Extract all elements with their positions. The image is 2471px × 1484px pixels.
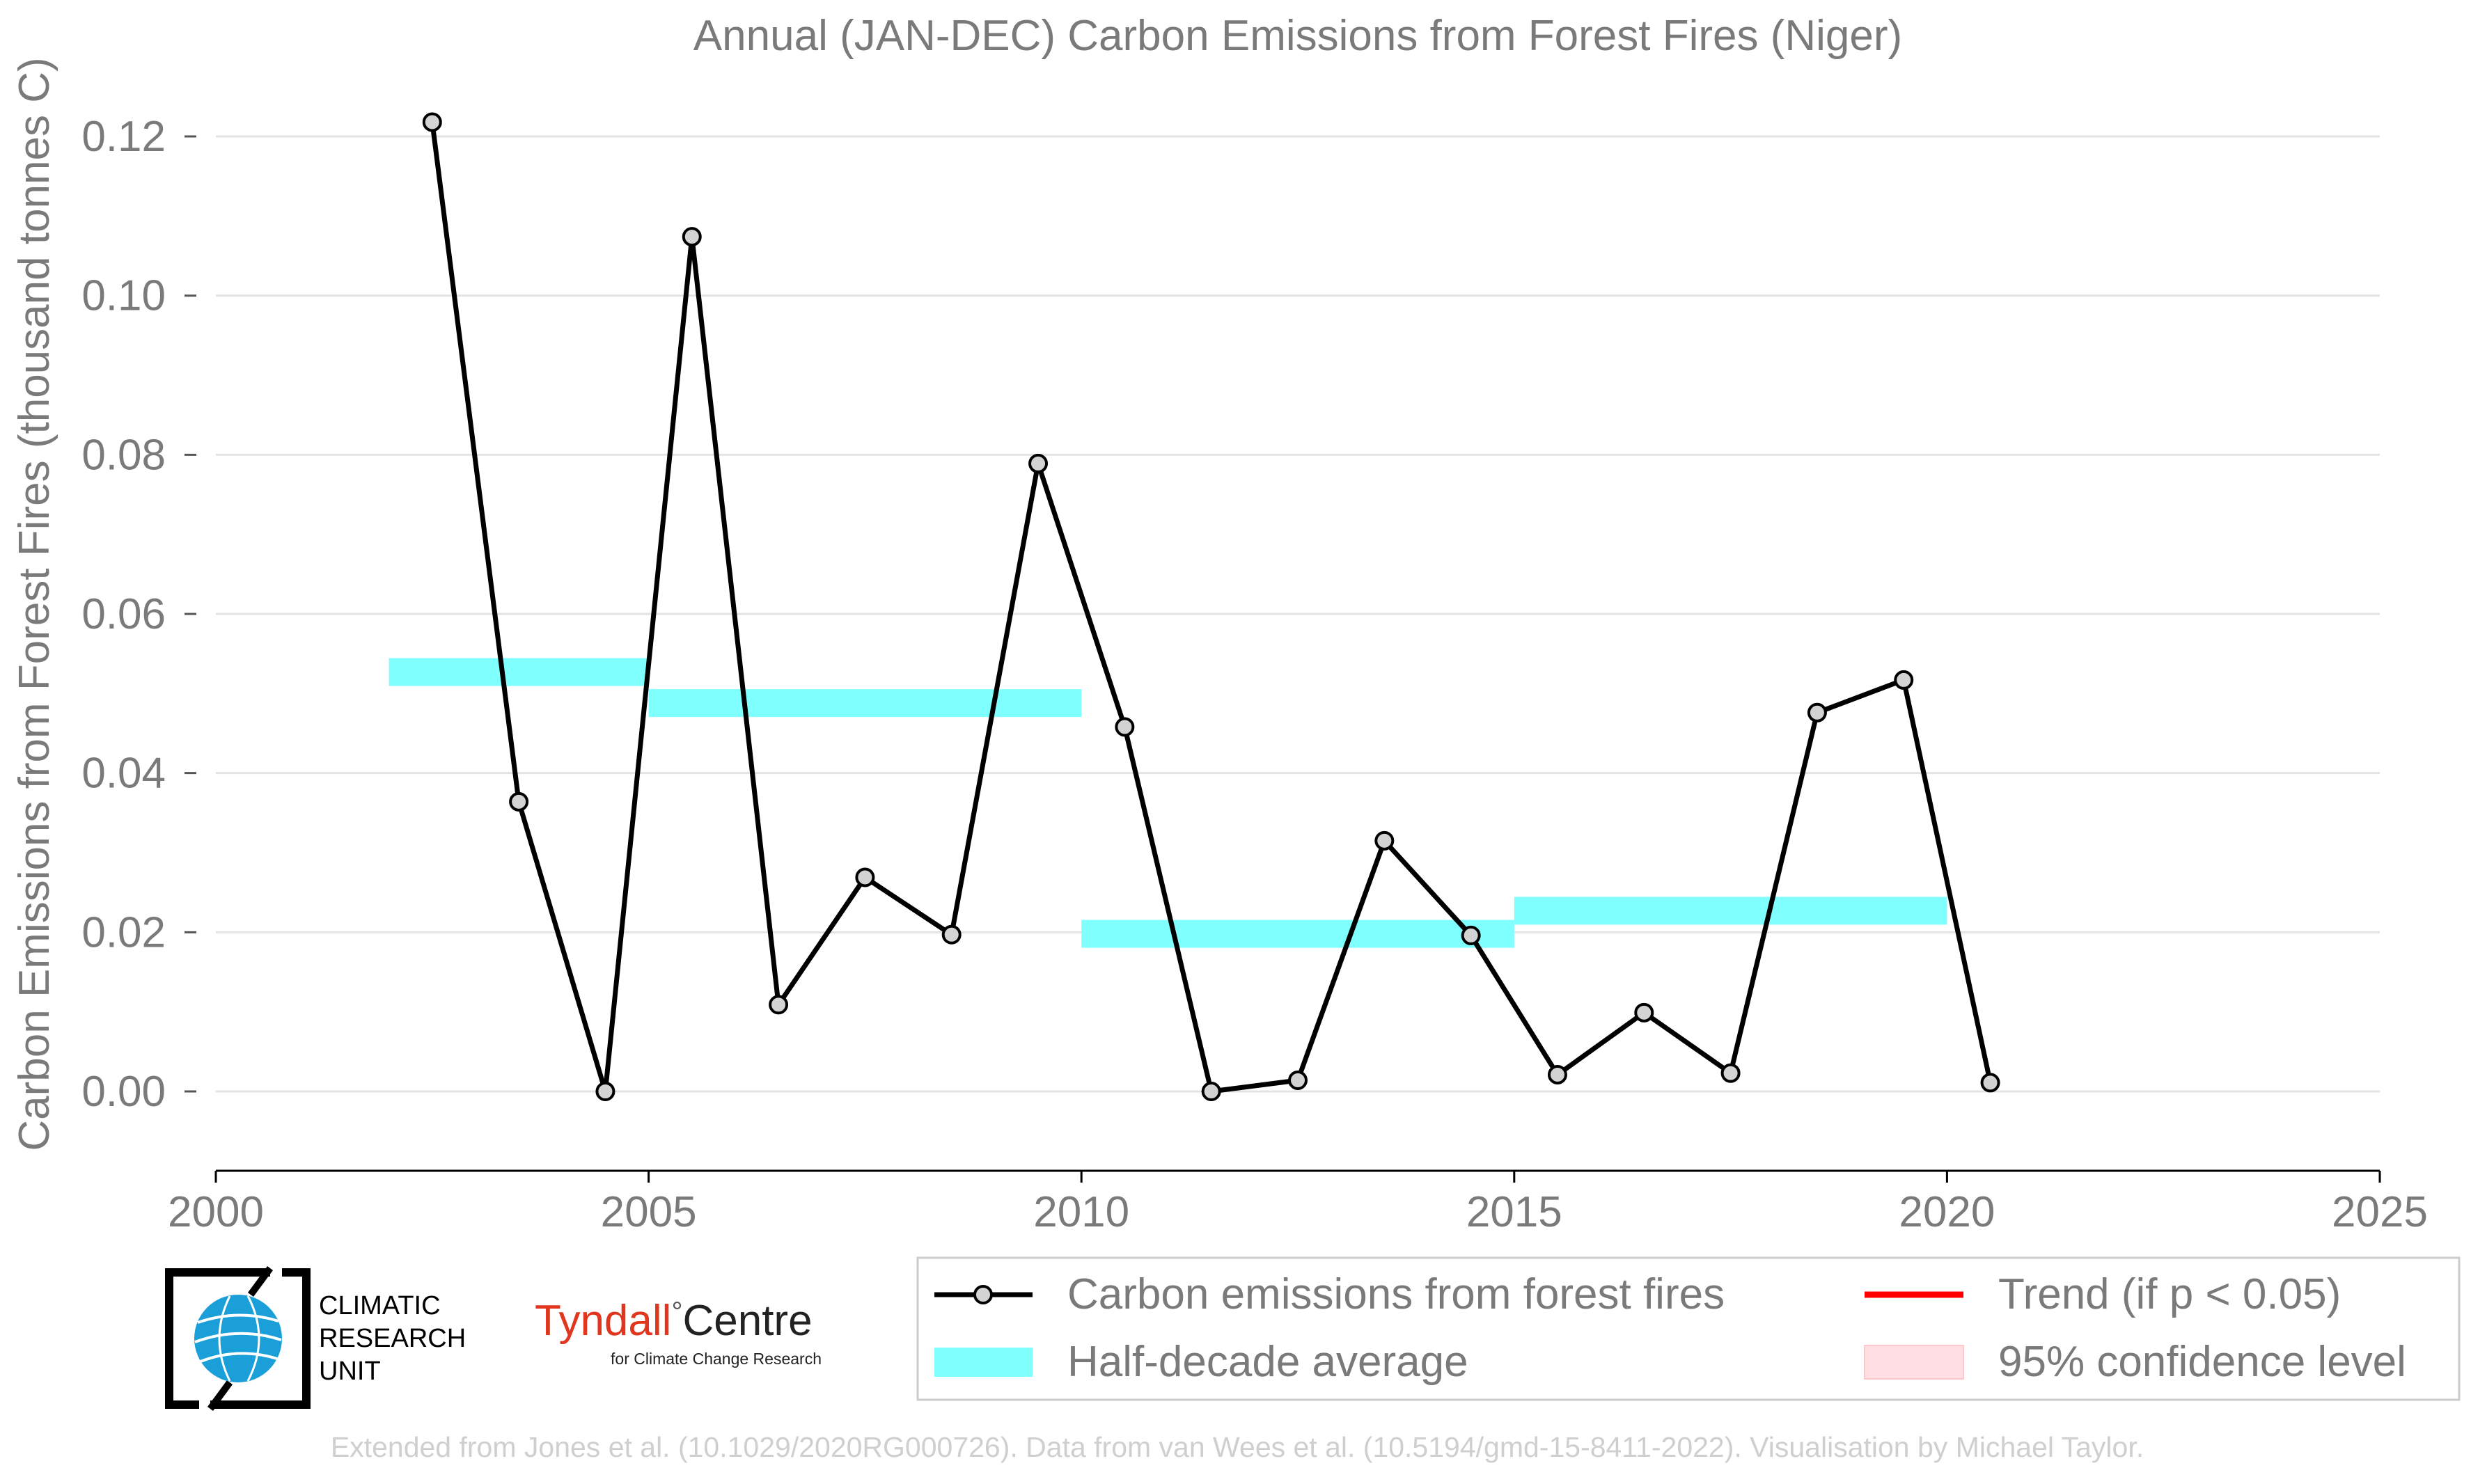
y-tick-label: 0.06	[81, 590, 166, 638]
emissions-point	[595, 1082, 615, 1101]
cru-logo-line-3: UNIT	[319, 1357, 381, 1386]
emissions-point	[1634, 1002, 1654, 1023]
emissions-point	[509, 791, 529, 812]
cru-logo-line-1: CLIMATIC	[319, 1291, 441, 1320]
emissions-point	[1115, 717, 1135, 737]
footer-credit: Extended from Jones et al. (10.1029/2020…	[331, 1431, 2144, 1463]
globe-icon	[194, 1295, 282, 1382]
legend-marker-swatch	[973, 1285, 993, 1304]
y-tick-label: 0.12	[81, 113, 166, 161]
legend-item-emissions: Carbon emissions from forest fires	[934, 1270, 1725, 1318]
tyndall-logo: Tyndall°Centre for Climate Change Resear…	[535, 1297, 822, 1368]
legend-item-confidence: 95% confidence level	[1864, 1338, 2406, 1386]
tick-labels: 0.00 0.02 0.04 0.06 0.08 0.10 0.12 2000 2005 2010…	[81, 113, 2428, 1236]
y-tick-label: 0.04	[81, 750, 166, 798]
emissions-point	[1028, 453, 1049, 473]
gridlines	[216, 135, 2380, 1093]
emissions-point	[941, 924, 962, 945]
emissions-point	[1980, 1073, 2000, 1093]
emissions-point	[1807, 702, 1827, 723]
emissions-point	[682, 227, 702, 247]
legend-label-half-decade: Half-decade average	[1067, 1338, 1468, 1386]
emissions-point	[1547, 1064, 1567, 1084]
cru-logo-slashes	[207, 1266, 274, 1411]
cru-logo-line-2: RESEARCH	[319, 1324, 466, 1353]
legend-label-emissions: Carbon emissions from forest fires	[1067, 1270, 1725, 1318]
emissions-point	[1894, 670, 1914, 690]
legend-label-trend: Trend (if p < 0.05)	[1998, 1270, 2341, 1318]
legend-item-half-decade: Half-decade average	[934, 1338, 1468, 1386]
legend-label-confidence: 95% confidence level	[1998, 1338, 2406, 1386]
emissions-point	[855, 867, 875, 887]
tyndall-logo-name: Tyndall°Centre	[535, 1297, 813, 1345]
legend-item-trend: Trend (if p < 0.05)	[1865, 1270, 2341, 1318]
chart-title: Annual (JAN-DEC) Carbon Emissions from F…	[693, 12, 1902, 60]
x-tick-label: 2025	[2332, 1188, 2428, 1236]
emissions-point	[422, 112, 442, 132]
emissions-point	[1720, 1063, 1741, 1083]
axes	[185, 135, 2381, 1183]
legend-confidence-swatch	[1864, 1345, 1964, 1380]
legend: Carbon emissions from forest fires Trend…	[916, 1256, 2461, 1401]
x-tick-label: 2020	[1899, 1188, 1995, 1236]
cru-logo: CLIMATIC RESEARCH UNIT	[165, 1266, 466, 1411]
y-tick-label: 0.08	[81, 431, 166, 479]
legend-half-decade-swatch	[934, 1348, 1033, 1377]
half-decade-average-band	[648, 689, 1082, 718]
emissions-point	[1461, 925, 1481, 945]
emissions-point	[1374, 830, 1395, 851]
y-tick-label: 0.02	[81, 908, 166, 956]
emissions-point	[1288, 1070, 1308, 1090]
emissions-series	[422, 112, 2000, 1101]
legend-box	[916, 1256, 2461, 1401]
emissions-point	[769, 995, 789, 1015]
half-decade-average-band	[389, 658, 649, 686]
x-tick-label: 2000	[168, 1188, 264, 1236]
half-decade-average-band	[1514, 897, 1947, 925]
x-tick-label: 2005	[601, 1188, 697, 1236]
y-axis-label: Carbon Emissions from Forest Fires (thou…	[10, 57, 58, 1151]
tyndall-logo-subtitle: for Climate Change Research	[611, 1350, 822, 1368]
y-tick-label: 0.00	[81, 1068, 166, 1116]
y-tick-label: 0.10	[81, 272, 166, 320]
x-tick-label: 2010	[1033, 1188, 1129, 1236]
half-decade-average-bands	[389, 658, 1947, 948]
x-tick-label: 2015	[1466, 1188, 1562, 1236]
half-decade-average-band	[1081, 919, 1514, 948]
cru-logo-frame	[165, 1268, 311, 1409]
emissions-point	[1201, 1082, 1221, 1101]
